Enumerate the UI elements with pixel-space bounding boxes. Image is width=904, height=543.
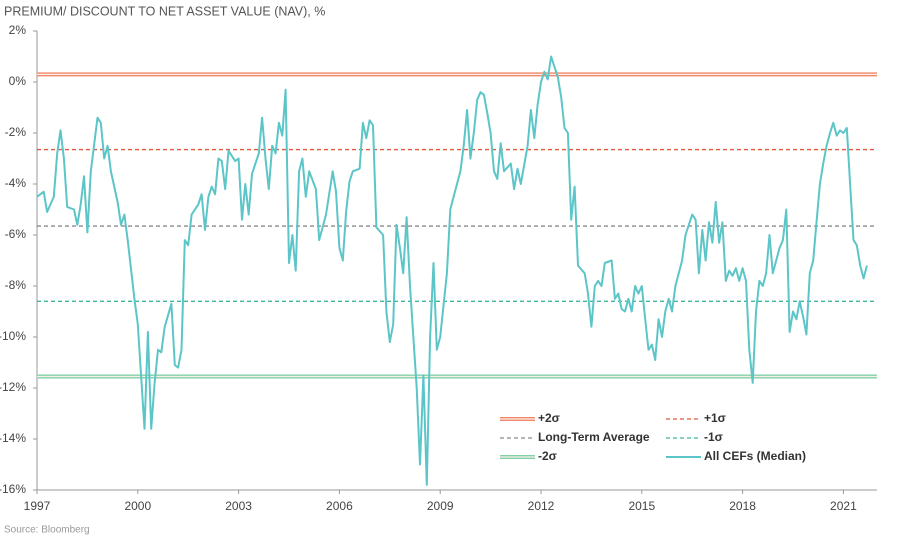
- x-tick-label: 2012: [528, 499, 555, 513]
- data-line: [36, 55, 868, 486]
- legend-label: -1σ: [704, 430, 723, 444]
- y-tick-label: -12%: [0, 380, 26, 394]
- x-tick-label: 2021: [830, 499, 857, 513]
- legend-label: +2σ: [538, 411, 560, 425]
- legend-label: -2σ: [538, 449, 557, 463]
- y-tick-label: -14%: [0, 431, 26, 445]
- legend-label: All CEFs (Median): [704, 449, 806, 463]
- y-tick-label: 2%: [9, 23, 27, 37]
- legend-label: Long-Term Average: [538, 430, 650, 444]
- y-tick-label: -8%: [5, 278, 27, 292]
- y-tick-label: -16%: [0, 482, 26, 496]
- x-tick-label: 2009: [427, 499, 454, 513]
- legend-label: +1σ: [704, 411, 726, 425]
- x-tick-label: 2006: [326, 499, 353, 513]
- x-tick-label: 1997: [24, 499, 51, 513]
- chart-title: PREMIUM/ DISCOUNT TO NET ASSET VALUE (NA…: [4, 4, 325, 18]
- x-tick-label: 2018: [729, 499, 756, 513]
- x-tick-label: 2015: [628, 499, 655, 513]
- y-tick-label: -10%: [0, 329, 26, 343]
- y-tick-label: -4%: [5, 176, 27, 190]
- y-tick-label: -2%: [5, 125, 27, 139]
- source-note: Source: Bloomberg: [4, 525, 90, 536]
- x-tick-label: 2000: [124, 499, 151, 513]
- x-tick-label: 2003: [225, 499, 252, 513]
- y-tick-label: 0%: [9, 74, 27, 88]
- y-tick-label: -6%: [5, 227, 27, 241]
